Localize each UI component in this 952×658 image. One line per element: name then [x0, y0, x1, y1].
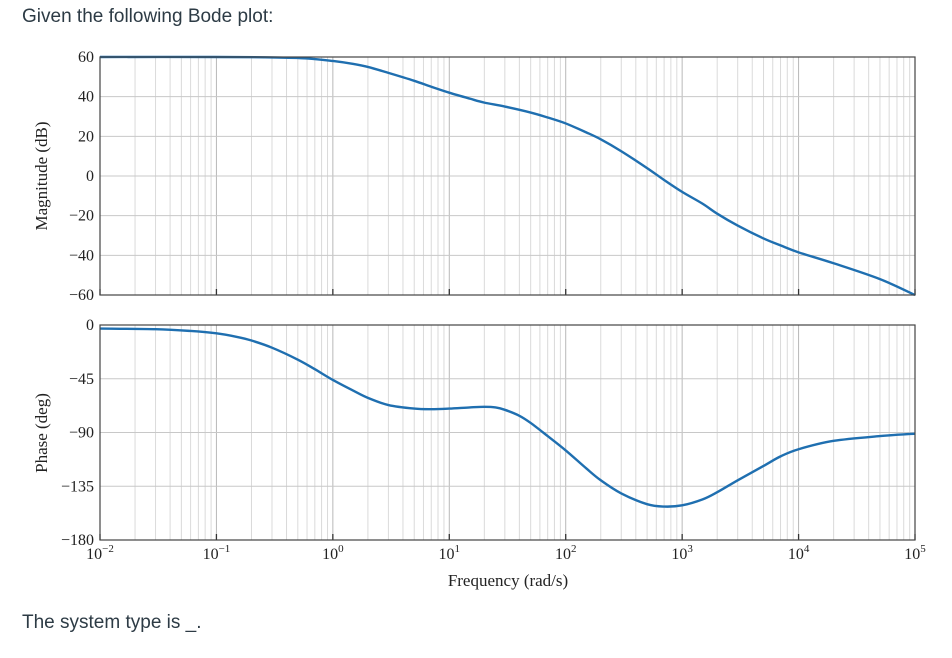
phase-y-tick-label: −180	[61, 532, 94, 549]
magnitude-y-ticks: 60 40 20 0 −20 −40 −60	[69, 49, 94, 304]
magnitude-y-tick-label: −20	[69, 208, 94, 225]
magnitude-y-tick-label: −40	[69, 247, 94, 264]
phase-y-tick-label: 0	[86, 317, 94, 334]
magnitude-series-line	[99, 55, 916, 297]
phase-y-tick-label: −90	[69, 425, 94, 442]
x-tick-label: 100	[322, 543, 344, 563]
x-tick-label: 105	[904, 543, 926, 563]
phase-y-axis-label: Phase (deg)	[32, 393, 51, 473]
magnitude-panel: 60 40 20 0 −20 −40 −60 Magnitude (dB)	[32, 49, 916, 304]
magnitude-y-axis-label: Magnitude (dB)	[32, 121, 51, 230]
magnitude-y-tick-label: 20	[78, 128, 94, 145]
magnitude-y-tick-label: 40	[78, 89, 94, 106]
phase-y-tick-label: −45	[69, 371, 94, 388]
x-axis-label: Frequency (rad/s)	[448, 571, 568, 590]
x-axis-ticks: 10−2 10−1 100 101 102 103 104 105	[86, 543, 926, 563]
phase-plot-frame	[99, 324, 916, 541]
magnitude-y-tick-label: 60	[78, 49, 94, 66]
x-tick-label: 103	[671, 543, 693, 563]
magnitude-y-tick-label: 0	[86, 168, 94, 185]
magnitude-y-tick-label: −60	[69, 287, 94, 304]
phase-panel: 0 −45 −90 −135 −180 Phase (deg)	[32, 317, 916, 549]
x-tick-label: 104	[788, 543, 810, 563]
x-tick-label: 102	[555, 543, 577, 563]
phase-grid	[99, 324, 916, 541]
phase-series-line	[99, 327, 916, 508]
magnitude-grid	[99, 56, 916, 296]
x-tick-label: 10−1	[203, 543, 231, 563]
phase-y-tick-label: −135	[61, 478, 94, 495]
x-tick-label: 101	[439, 543, 461, 563]
magnitude-plot-frame	[99, 56, 916, 296]
x-tick-label: 10−2	[86, 543, 114, 563]
phase-y-ticks: 0 −45 −90 −135 −180	[61, 317, 94, 549]
question-prompt: Given the following Bode plot:	[22, 6, 274, 27]
question-footer: The system type is _.	[22, 612, 202, 633]
